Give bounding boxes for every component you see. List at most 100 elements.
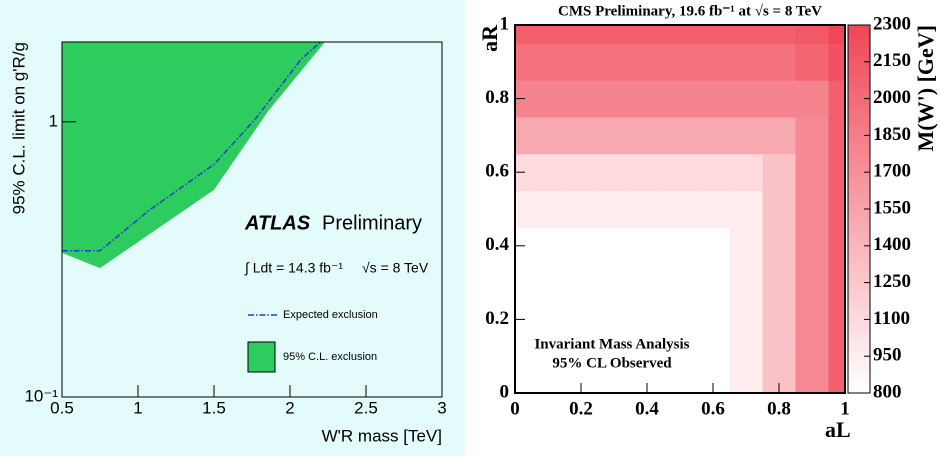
heat-cell [795,190,829,228]
heat-cell [663,190,697,228]
colorbar-tick-label: 2000 [873,87,911,108]
heat-cell [762,227,796,265]
heat-cell [597,117,631,155]
heat-cell [531,227,565,265]
heat-cell [696,80,730,118]
heat-cell [762,80,796,118]
heat-cell [564,25,598,44]
heat-cell [795,43,829,81]
heat-cell [696,153,730,192]
heat-cell [795,337,829,376]
x-tick-label: 0.4 [635,398,659,419]
heat-cell [597,301,631,339]
y-tick-label: 0.6 [485,161,509,182]
heat-cell [630,264,664,302]
heat-cell [597,227,631,265]
annotation: Invariant Mass Analysis [534,336,689,352]
plot-frame [514,24,846,394]
heat-cell [597,25,631,44]
heat-cell [515,25,532,44]
x-tick-label: 3 [437,398,446,417]
heat-cell [531,337,565,376]
heat-cell [515,43,532,81]
heat-cell [828,301,846,339]
heat-cell [762,301,796,339]
heat-cell [663,301,697,339]
heat-cell [795,117,829,155]
heat-cell [663,153,697,192]
heat-cell [531,264,565,302]
heat-cell [564,190,598,228]
colorbar-tick-label: 2150 [873,50,911,71]
heat-cell [630,301,664,339]
heat-cell [729,43,763,81]
exclusion-area [62,42,325,269]
heat-cell [597,190,631,228]
heat-cell [663,117,697,155]
heat-cell [795,264,829,302]
heat-cell [828,227,846,265]
heat-cell [762,190,796,228]
heat-cell [828,190,846,228]
annotation: 95% CL Observed [552,355,672,371]
x-tick-label: 0.5 [50,398,74,417]
heat-cell [828,337,846,376]
x-tick-label: 0.8 [767,398,791,419]
heat-cell [729,337,763,376]
y-tick-label: 0 [500,381,510,402]
heat-cell [729,80,763,118]
preliminary-label: Preliminary [322,212,422,234]
heat-cell [795,80,829,118]
x-tick-label: 0 [510,398,520,419]
colorbar-tick-label: 2300 [873,13,911,34]
heat-cell [762,337,796,376]
heat-cell [597,153,631,192]
heat-cell [630,80,664,118]
colorbar-tick-label: 1550 [873,197,911,218]
x-tick-label: 1 [133,398,142,417]
heat-cell [696,264,730,302]
y-tick-label: 1 [500,13,510,34]
colorbar-tick-label: 800 [873,381,902,402]
heat-cell [828,80,846,118]
heat-cell [795,25,829,44]
heat-cell [762,153,796,192]
heat-cell [762,117,796,155]
chart-title: CMS Preliminary, 19.6 fb⁻¹ at √s = 8 TeV [558,3,822,19]
heat-cell [729,25,763,44]
heat-cell [729,227,763,265]
heat-cell [696,117,730,155]
heat-cell [597,337,631,376]
x-tick-label: 0.2 [569,398,593,419]
heat-cell [564,43,598,81]
heat-cell [762,43,796,81]
heat-cell [531,43,565,81]
heat-cell [564,153,598,192]
heat-cell [828,153,846,192]
heat-cell [696,43,730,81]
heat-cell [663,43,697,81]
heat-cell [729,190,763,228]
heat-cell [663,264,697,302]
heat-cell [531,117,565,155]
heat-cell [663,374,697,394]
legend-label: 95% C.L. exclusion [283,351,377,363]
x-tick-label: 1.5 [202,398,226,417]
x-tick-label: 2.5 [354,398,378,417]
colorbar-tick-label: 1100 [873,308,910,329]
y-tick-label: 0.4 [485,234,509,255]
y-tick-label: 0.2 [485,308,509,329]
atlas-label: ATLAS [244,212,311,234]
heat-cell [795,301,829,339]
x-axis-label: W'R mass [TeV] [322,426,442,445]
heat-cell [828,117,846,155]
x-axis-label: aL [825,417,851,442]
heat-cell [729,264,763,302]
heat-cell [597,80,631,118]
heat-cell [630,337,664,376]
heat-cell [630,43,664,81]
y-tick-label: 0.8 [485,87,509,108]
heat-cell [597,374,631,394]
legend-swatch [247,341,276,373]
